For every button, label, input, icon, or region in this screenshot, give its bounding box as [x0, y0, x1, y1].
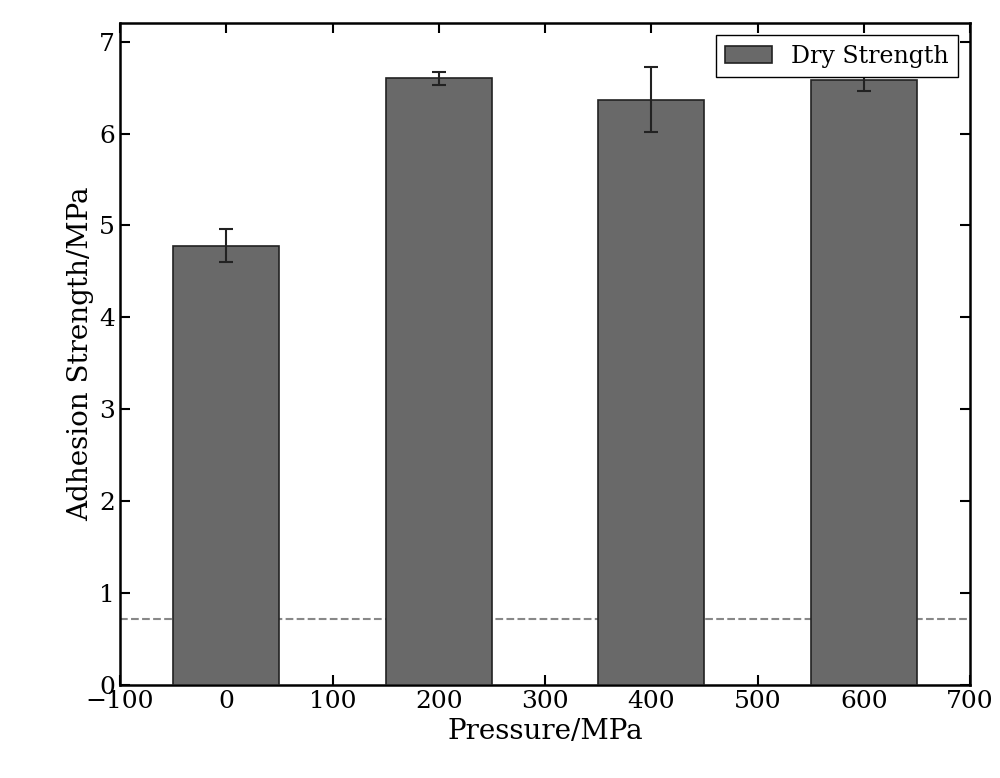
Y-axis label: Adhesion Strength/MPa: Adhesion Strength/MPa: [67, 187, 94, 521]
Bar: [173, 246, 279, 685]
Bar: [386, 79, 492, 685]
Bar: [811, 80, 917, 685]
Legend: Dry Strength: Dry Strength: [716, 35, 958, 77]
Bar: [598, 100, 704, 685]
X-axis label: Pressure/MPa: Pressure/MPa: [447, 718, 643, 745]
